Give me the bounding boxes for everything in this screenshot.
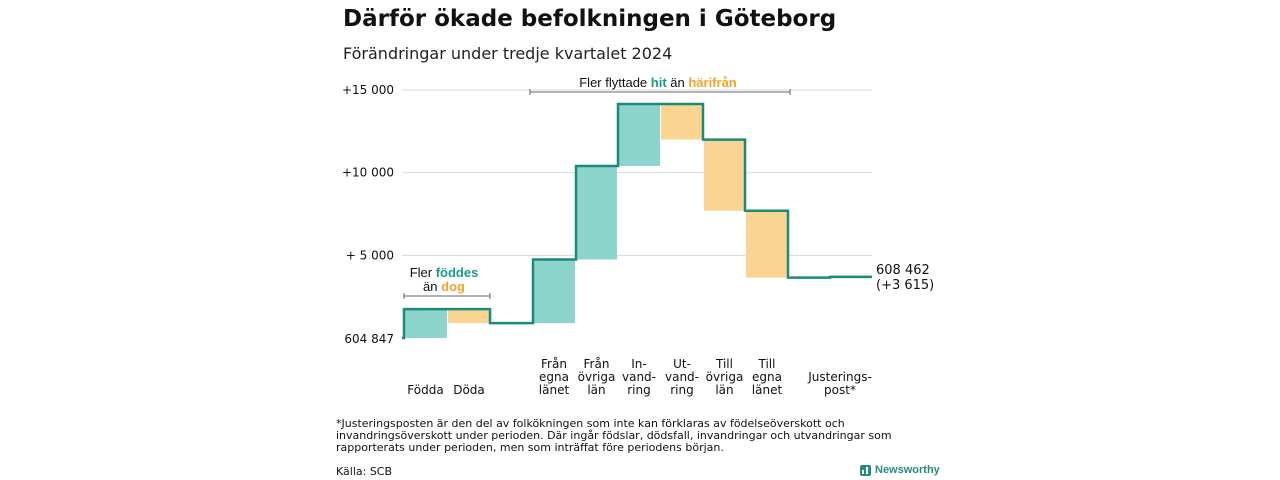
x-category-label: Döda [453, 383, 485, 397]
waterfall-bar [448, 309, 490, 324]
waterfall-bar [576, 166, 617, 260]
migration-annotation: Fler flyttade hit än härifrån [579, 75, 737, 90]
end-change-label: (+3 615) [876, 278, 934, 293]
x-category-label: Från [584, 357, 610, 371]
y-tick-label: + 5 000 [346, 248, 394, 262]
annotation-text: än [667, 75, 689, 90]
x-category-label: egna [539, 370, 569, 384]
cumulative-line [402, 102, 872, 340]
waterfall-bar [618, 104, 660, 167]
x-category-label: Födda [407, 383, 443, 397]
brand-logo: Newsworthy [860, 464, 940, 476]
annotation-text: Fler [410, 265, 436, 280]
x-category-label: län [587, 383, 605, 397]
x-category-label: Justerings- [807, 370, 872, 384]
x-category-label: ring [670, 383, 694, 397]
waterfall-chart: + 5 000 +10 000 +15 000 604 847 Fler föddes… [342, 75, 934, 397]
source-label: Källa: SCB [336, 465, 393, 478]
end-value-label: 608 462 [876, 263, 930, 278]
x-category-label: Från [541, 357, 567, 371]
x-category-label: post* [824, 383, 856, 397]
x-category-label: Ut- [673, 357, 691, 371]
waterfall-bar [746, 210, 788, 278]
x-category-label: Till [715, 357, 733, 371]
waterfall-bar [533, 259, 575, 324]
x-category-label: vand- [622, 370, 656, 384]
annotation-highlight: hit [651, 75, 668, 90]
annotation-highlight: dog [441, 279, 465, 294]
waterfall-bar [404, 309, 447, 338]
chart-title: Därför ökade befolkningen i Göteborg [343, 6, 837, 32]
births-annotation-line2: än dog [423, 279, 465, 294]
y-tick-label: +15 000 [342, 83, 394, 97]
annotation-text: Fler flyttade [579, 75, 651, 90]
bar-chart-icon [860, 464, 871, 476]
annotation-highlight: föddes [436, 265, 479, 280]
x-category-label: ring [627, 383, 651, 397]
births-annotation-line1: Fler föddes [410, 265, 479, 280]
x-category-label: vand- [665, 370, 699, 384]
x-category-label: Till [758, 357, 776, 371]
waterfall-bar [704, 139, 745, 211]
x-category-label: län [715, 383, 733, 397]
x-category-label: egna [752, 370, 782, 384]
x-category-label: länet [752, 383, 783, 397]
y-tick-label: +10 000 [342, 166, 394, 180]
brand-name: Newsworthy [875, 464, 940, 476]
start-value-label: 604 847 [344, 332, 394, 346]
waterfall-bar [661, 104, 703, 140]
footnote: *Justeringsposten är den del av folkökni… [336, 417, 892, 454]
x-category-label: övriga [578, 370, 616, 384]
annotation-text: än [423, 279, 441, 294]
x-category-label: övriga [706, 370, 744, 384]
x-category-label: In- [631, 357, 646, 371]
x-category-label: länet [539, 383, 570, 397]
annotation-highlight: härifrån [688, 75, 736, 90]
chart-subtitle: Förändringar under tredje kvartalet 2024 [343, 44, 673, 63]
